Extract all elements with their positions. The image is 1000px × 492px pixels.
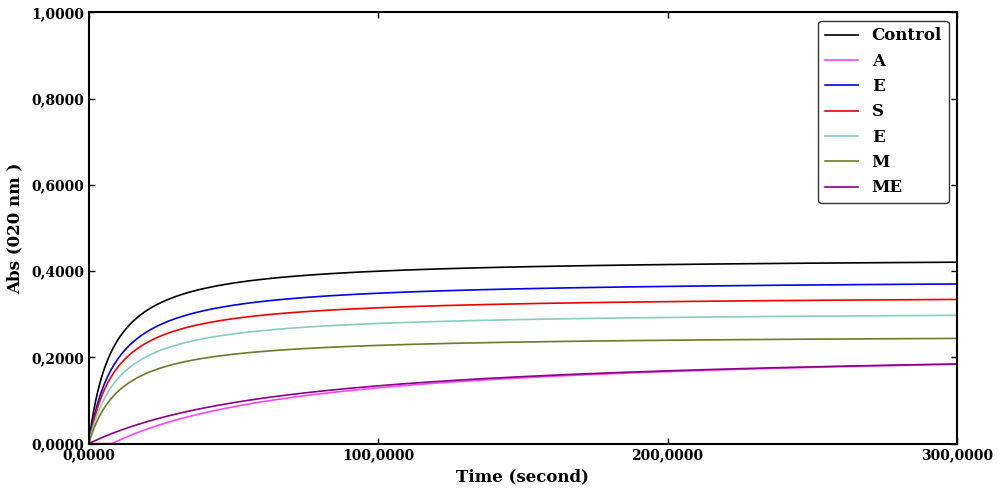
Line: M: M — [89, 338, 957, 444]
E — [647, 283, 659, 289]
A — [240, 401, 252, 407]
Line: Control: Control — [89, 262, 957, 444]
Control — [603, 262, 615, 268]
E — [240, 301, 252, 307]
ME — [951, 361, 963, 367]
Legend: Control, A, E, S, E, M, ME: Control, A, E, S, E, M, ME — [818, 21, 949, 203]
Line: S: S — [89, 300, 957, 444]
Control — [240, 278, 252, 284]
A — [951, 362, 963, 368]
S — [414, 303, 426, 309]
Line: ME: ME — [89, 364, 957, 444]
E — [414, 289, 426, 295]
E — [414, 319, 426, 325]
M — [797, 336, 809, 342]
M — [951, 336, 963, 341]
M — [240, 350, 252, 356]
A — [731, 367, 743, 372]
A — [414, 381, 426, 387]
A — [603, 371, 615, 377]
Line: A: A — [89, 365, 957, 444]
Control — [951, 259, 963, 265]
E — [603, 315, 615, 321]
E — [83, 441, 95, 447]
S — [603, 300, 615, 306]
S — [951, 297, 963, 303]
ME — [240, 398, 252, 403]
E — [603, 284, 615, 290]
M — [414, 341, 426, 347]
M — [603, 338, 615, 344]
A — [647, 369, 659, 375]
ME — [797, 364, 809, 370]
ME — [647, 369, 659, 374]
E — [797, 282, 809, 288]
A — [797, 365, 809, 370]
E — [647, 315, 659, 321]
E — [797, 313, 809, 319]
X-axis label: Time (second): Time (second) — [456, 468, 589, 485]
E — [240, 329, 252, 335]
E — [731, 314, 743, 320]
E — [731, 283, 743, 289]
E — [83, 441, 95, 447]
E — [951, 281, 963, 287]
Control — [83, 441, 95, 447]
M — [83, 441, 95, 447]
ME — [731, 366, 743, 371]
A — [83, 441, 95, 447]
Line: E: E — [89, 315, 957, 444]
E — [951, 312, 963, 318]
S — [240, 314, 252, 320]
Y-axis label: Abs (020 nm ): Abs (020 nm ) — [7, 162, 24, 294]
Control — [647, 262, 659, 268]
S — [83, 441, 95, 447]
Control — [731, 261, 743, 267]
ME — [83, 441, 95, 447]
M — [647, 338, 659, 343]
S — [797, 298, 809, 304]
ME — [414, 380, 426, 386]
Line: E: E — [89, 284, 957, 444]
ME — [603, 370, 615, 376]
Control — [414, 267, 426, 273]
S — [647, 299, 659, 305]
M — [731, 337, 743, 342]
S — [731, 298, 743, 304]
Control — [797, 260, 809, 266]
